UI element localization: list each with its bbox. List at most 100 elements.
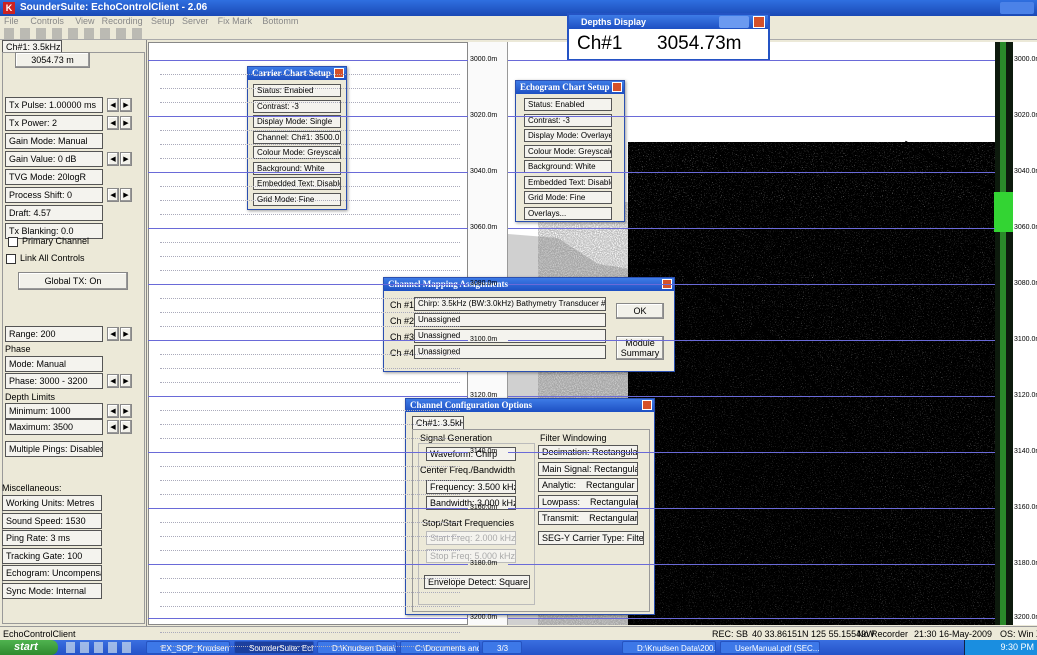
param-field[interactable]: Tracking Gate: 100 — [2, 547, 102, 564]
ok-button[interactable]: OK — [616, 303, 664, 319]
param-field[interactable]: Gain Value: 0 dB — [5, 151, 103, 167]
close-button[interactable] — [642, 400, 652, 410]
channel-tab[interactable]: Ch#1: 3.5kHz — [2, 40, 62, 52]
arrow-left[interactable]: ◀ — [107, 404, 119, 418]
taskbar-item[interactable]: EX_SOP_KnudsenSBP... — [146, 641, 230, 654]
setting-field[interactable]: SEG-Y Carrier Type: Filtered — [538, 531, 644, 545]
taskbar-item[interactable]: D:\Knudsen Data\200... — [622, 641, 716, 654]
param-field[interactable]: Tx Power: 2 — [5, 115, 103, 131]
setting-field[interactable]: Lowpass: Rectangular — [538, 494, 638, 509]
setting-field[interactable]: Bandwidth: 3.000 kHz — [426, 496, 516, 510]
menu-item[interactable]: Recording — [101, 16, 143, 26]
checkbox[interactable] — [6, 254, 16, 264]
param-field[interactable]: Multiple Pings: Disabled — [5, 441, 103, 457]
setting-field[interactable]: Waveform: Chirp — [426, 447, 516, 461]
close-button[interactable] — [753, 16, 765, 28]
channel-assignment[interactable]: Unassigned — [414, 345, 606, 359]
arrow-right[interactable]: ▶ — [120, 188, 132, 202]
param-field[interactable]: Range: 200 — [5, 326, 103, 342]
depth-button[interactable]: 3054.73 m — [15, 52, 90, 68]
param-field[interactable]: Sync Mode: Internal — [2, 582, 102, 599]
arrow-left[interactable]: ◀ — [107, 116, 119, 130]
setting-field[interactable]: Main Signal: Rectangular — [538, 461, 638, 476]
setting-field[interactable]: Status: Enabled — [253, 84, 341, 97]
setting-field[interactable]: Stop Freq: 5.000 kHz — [426, 549, 516, 563]
global-tx-button[interactable]: Global TX: On — [18, 272, 128, 290]
menu-item[interactable]: View — [75, 16, 95, 26]
quick-launch[interactable] — [66, 642, 136, 653]
taskbar-item-label: EX_SOP_KnudsenSBP... — [161, 644, 229, 653]
setting-field[interactable]: Overlays... — [524, 206, 612, 220]
taskbar-item[interactable]: D:\Knudsen Data\2009 — [317, 641, 397, 654]
start-button[interactable]: start — [0, 640, 58, 655]
arrow-left[interactable]: ◀ — [107, 374, 119, 388]
menu-item[interactable]: Controls — [30, 16, 64, 26]
grid-dot-line — [160, 522, 460, 523]
setting-field[interactable]: Grid Mode: Fine — [253, 192, 341, 206]
channel-assignment[interactable]: Chirp: 3.5kHz (BW:3.0kHz) Bathymetry Tra… — [414, 297, 606, 311]
arrow-right[interactable]: ▶ — [120, 152, 132, 166]
setting-field[interactable]: Start Freq: 2.000 kHz — [426, 531, 516, 545]
grid-dot-line — [160, 536, 460, 537]
channel-assignment[interactable]: Unassigned — [414, 313, 606, 327]
toolbar-icons[interactable] — [4, 28, 144, 39]
arrow-right[interactable]: ▶ — [120, 404, 132, 418]
param-field[interactable]: Gain Mode: Manual — [5, 133, 103, 149]
setting-field[interactable]: Analytic: Rectangular — [538, 478, 638, 492]
setting-field[interactable]: Grid Mode: Fine — [524, 191, 612, 204]
menu-item[interactable]: Fix Mark — [217, 16, 253, 26]
window-buttons[interactable] — [719, 16, 749, 28]
arrow-right[interactable]: ▶ — [120, 116, 132, 130]
arrow-left[interactable]: ◀ — [107, 98, 119, 112]
param-field[interactable]: Mode: Manual — [5, 356, 103, 372]
checkbox[interactable] — [8, 237, 18, 247]
arrow-left[interactable]: ◀ — [107, 420, 119, 434]
setting-field[interactable]: Frequency: 3.500 kHz — [426, 480, 516, 494]
setting-field[interactable]: Embedded Text: Disabled — [524, 175, 612, 189]
menu-item[interactable]: File — [4, 16, 19, 26]
taskbar-item[interactable]: SounderSuite: EchoC... — [234, 641, 314, 654]
setting-field[interactable]: Channel: Ch#1: 3500.0 — [253, 130, 341, 144]
param-field[interactable]: Process Shift: 0 — [5, 187, 103, 203]
arrow-left[interactable]: ◀ — [107, 152, 119, 166]
setting-field[interactable]: Display Mode: Overlayed — [524, 129, 612, 142]
arrow-left[interactable]: ◀ — [107, 327, 119, 341]
param-field[interactable]: Tx Blanking: 0.0 — [5, 223, 103, 239]
taskbar-item[interactable]: C:\Documents and Se... — [400, 641, 480, 654]
close-button[interactable] — [334, 68, 344, 78]
arrow-right[interactable]: ▶ — [120, 420, 132, 434]
param-field[interactable]: Phase: 3000 - 3200 — [5, 373, 103, 389]
close-button[interactable] — [612, 82, 622, 92]
setting-field[interactable]: Status: Enabled — [524, 98, 612, 111]
param-field[interactable]: Maximum: 3500 — [5, 419, 103, 435]
param-field[interactable]: Working Units: Metres — [2, 495, 102, 511]
setting-field[interactable]: Colour Mode: Greyscale — [524, 144, 612, 158]
grid-dot-line — [160, 578, 460, 579]
arrow-right[interactable]: ▶ — [120, 374, 132, 388]
channel-assignment[interactable]: Unassigned — [414, 329, 606, 343]
param-field[interactable]: Draft: 4.57 — [5, 205, 103, 221]
taskbar-item[interactable]: UserManual.pdf (SEC... — [720, 641, 820, 654]
setting-field[interactable]: Embedded Text: Disabled — [253, 177, 341, 190]
param-field[interactable]: Tx Pulse: 1.00000 ms — [5, 97, 103, 113]
depth-label: 3100.0m — [470, 336, 498, 343]
setting-field[interactable]: Display Mode: Single — [253, 115, 341, 128]
depth-label: 3160.0m — [470, 504, 498, 511]
setting-field[interactable]: Transmit: Rectangular — [538, 511, 638, 525]
param-field[interactable]: TVG Mode: 20logR — [5, 169, 103, 185]
setting-field[interactable]: Background: White — [253, 161, 341, 175]
menu-item[interactable]: Server — [182, 16, 209, 26]
param-field[interactable]: Minimum: 1000 — [5, 403, 103, 419]
config-tab[interactable]: Ch#1: 3.5kHz — [412, 416, 464, 429]
window-controls[interactable] — [1000, 2, 1034, 14]
arrow-left[interactable]: ◀ — [107, 188, 119, 202]
arrow-right[interactable]: ▶ — [120, 327, 132, 341]
taskbar-item[interactable]: 3/3 — [482, 641, 522, 654]
arrow-right[interactable]: ▶ — [120, 98, 132, 112]
depth-label: 3180.0m — [1014, 560, 1037, 567]
menu-item[interactable]: Bottomm — [262, 16, 299, 26]
param-field[interactable]: Echogram: Uncompensated — [2, 565, 102, 581]
param-field[interactable]: Ping Rate: 3 ms — [2, 530, 102, 546]
param-field[interactable]: Sound Speed: 1530 — [2, 512, 102, 529]
menu-item[interactable]: Setup — [151, 16, 175, 26]
